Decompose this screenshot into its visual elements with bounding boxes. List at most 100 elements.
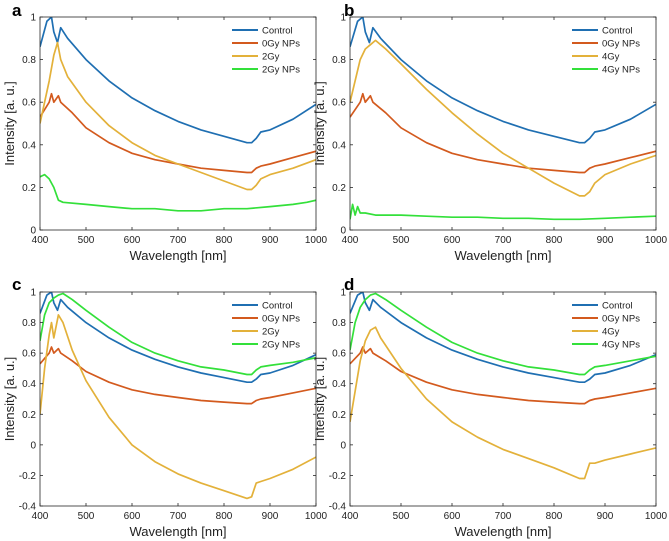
legend-entry: Control [602,26,633,37]
legend-entry: Control [262,301,293,312]
y-tick-label: -0.2 [329,471,347,482]
x-tick-label: 500 [78,511,95,522]
legend-entry: 0Gy NPs [602,39,640,50]
x-tick-label: 600 [444,511,461,522]
x-tick-label: 700 [170,235,187,246]
x-axis-label: Wavelength [nm] [454,248,551,263]
series-line-2gy [40,314,316,500]
legend: Control 0Gy NPs 2Gy 2Gy NPs [228,21,312,79]
y-tick-label: 0.4 [332,140,346,151]
x-axis-label: Wavelength [nm] [129,248,226,263]
series-line-2gy-nps [40,292,316,376]
x-tick-label: 400 [342,235,359,246]
x-tick-label: 500 [393,235,410,246]
legend-entry: 4Gy NPs [602,340,640,351]
x-tick-label: 1000 [645,235,668,246]
x-tick-label: 700 [495,235,512,246]
y-axis-label: Intensity [a. u.] [2,81,17,166]
y-tick-label: -0.4 [19,502,37,513]
y-axis-label: Intensity [a. u.] [312,81,327,166]
legend: Control 0Gy NPs 2Gy 2Gy NPs [228,296,312,354]
legend-entry: 2Gy [262,52,280,63]
panel-b: b 400 500 600 700 800 900 1000 0 0.2 0.4 0.6 0.8 1 Wav… [312,1,668,263]
y-tick-label: 0.6 [332,349,346,360]
y-tick-label: 1 [30,288,36,299]
series-line-2gy [40,41,316,191]
x-tick-label: 700 [495,511,512,522]
panel-letter: d [344,275,354,294]
y-tick-label: 0.6 [332,98,346,109]
y-tick-label: 0.4 [22,140,36,151]
panel-c: c 400 500 600 700 800 900 1000 -0.4 -0.2 0 0.2 0.4 0.… [2,275,328,539]
legend-entry: 4Gy NPs [602,65,640,76]
panel-a: a 400 500 600 700 800 900 1000 0 0.2 0.4 0.6 0.8 1 Wav… [2,1,328,263]
x-tick-label: 600 [444,235,461,246]
x-tick-label: 800 [546,511,563,522]
legend-entry: 4Gy [602,327,620,338]
y-tick-label: 1 [30,13,36,24]
x-tick-label: 800 [216,235,233,246]
series-line-control [40,292,316,384]
y-tick-label: 0.8 [22,55,36,66]
y-tick-label: 0.4 [22,379,36,390]
x-tick-label: 1000 [305,235,328,246]
x-tick-label: 400 [32,511,49,522]
series-line-0gy-nps [350,92,656,174]
series-line-4gy-nps [350,203,656,221]
series-line-control [40,17,316,144]
legend-entry: 2Gy NPs [262,340,300,351]
x-tick-label: 500 [78,235,95,246]
x-tick-label: 900 [262,511,279,522]
x-tick-label: 800 [546,235,563,246]
y-tick-label: -0.2 [19,471,37,482]
y-tick-label: 0 [30,226,36,237]
y-tick-label: 0 [340,440,346,451]
legend: Control 0Gy NPs 4Gy 4Gy NPs [568,21,652,79]
panel-letter: c [12,275,21,294]
legend-entry: Control [262,26,293,37]
x-tick-label: 900 [597,511,614,522]
x-tick-label: 900 [597,235,614,246]
y-tick-label: 0.2 [22,410,36,421]
x-tick-label: 1000 [645,511,668,522]
y-tick-label: 0.6 [22,349,36,360]
y-tick-label: 0.6 [22,98,36,109]
legend-entry: Control [602,301,633,312]
legend: Control 0Gy NPs 4Gy 4Gy NPs [568,296,652,354]
legend-entry: 0Gy NPs [262,314,300,325]
series-line-2gy-nps [40,173,316,212]
y-tick-label: 0 [30,440,36,451]
series-line-4gy-nps [350,292,656,376]
series-line-0gy-nps [40,92,316,174]
x-tick-label: 600 [124,235,141,246]
x-tick-label: 400 [342,511,359,522]
series-line-4gy [350,39,656,197]
y-axis-label: Intensity [a. u.] [312,357,327,442]
legend-entry: 2Gy NPs [262,65,300,76]
x-axis-label: Wavelength [nm] [454,524,551,539]
series-line-0gy-nps [40,346,316,405]
x-tick-label: 900 [262,235,279,246]
x-axis-label: Wavelength [nm] [129,524,226,539]
y-tick-label: 0.8 [22,318,36,329]
x-tick-label: 600 [124,511,141,522]
legend-entry: 0Gy NPs [602,314,640,325]
legend-entry: 4Gy [602,52,620,63]
y-axis-label: Intensity [a. u.] [2,357,17,442]
y-tick-label: 0.8 [332,55,346,66]
x-tick-label: 500 [393,511,410,522]
y-tick-label: 0.4 [332,379,346,390]
x-tick-label: 800 [216,511,233,522]
y-tick-label: 0.2 [332,410,346,421]
y-tick-label: -0.4 [329,502,347,513]
legend-entry: 2Gy [262,327,280,338]
y-tick-label: 0 [340,226,346,237]
legend-entry: 0Gy NPs [262,39,300,50]
panel-d: d 400 500 600 700 800 900 1000 -0.4 -0.2 0 0.2 0.4 0.… [312,275,668,539]
y-tick-label: 1 [340,13,346,24]
y-tick-label: 1 [340,288,346,299]
y-tick-label: 0.2 [332,183,346,194]
series-line-control [350,292,656,384]
series-line-0gy-nps [350,346,656,405]
